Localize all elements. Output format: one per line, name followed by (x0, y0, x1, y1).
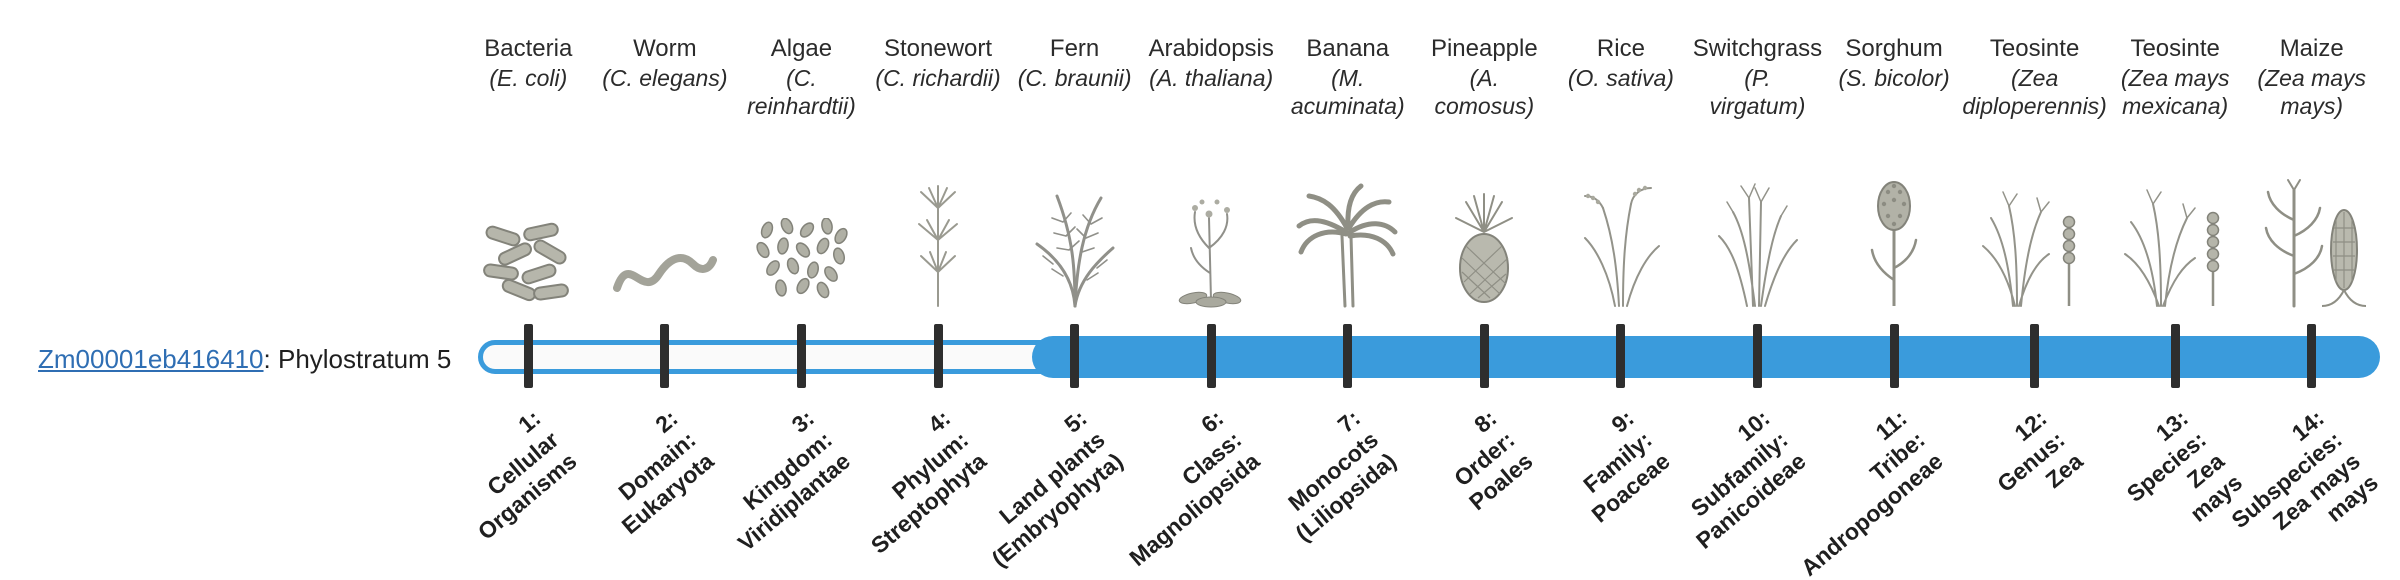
organism-scientific-name: (Zea mays mays) (2257, 65, 2367, 119)
organism-header: Algae (C. reinhardtii) (747, 0, 856, 130)
organism-scientific-name: (C. richardii) (875, 65, 1001, 91)
organism-column: Worm (C. elegans) 2: Domain: Eukaryota (597, 0, 734, 580)
switchgrass-illustration (1709, 130, 1805, 308)
organism-column: Teosinte (Zea diploperennis) 12: Genus: … (1962, 0, 2106, 580)
organism-column: Switchgrass (P. virgatum) 10: Subfamily:… (1686, 0, 1826, 580)
rice-illustration (1573, 130, 1669, 308)
timeline-tick (796, 324, 806, 388)
organism-scientific-name: (Zea diploperennis) (1962, 65, 2107, 119)
timeline-tick (2307, 324, 2317, 388)
organism-name: Teosinte (2130, 35, 2220, 62)
organism-name: Arabidopsis (1148, 35, 1274, 62)
timeline-bar-filled (1032, 336, 2380, 378)
timeline-tick (1616, 324, 1626, 388)
organism-header: Banana (M. acuminata) (1291, 0, 1405, 130)
organism-name: Stonewort (883, 35, 993, 62)
timeline-tick (1752, 324, 1762, 388)
timeline-tick (523, 324, 533, 388)
organism-header: Rice (O. sativa) (1568, 0, 1674, 130)
maize-illustration (2256, 130, 2368, 308)
organism-scientific-name: (E. coli) (489, 65, 568, 91)
organism-header: Bacteria (E. coli) (484, 0, 572, 130)
organism-column: Sorghum (S. bicolor) 11: Tribe: Andropog… (1796, 0, 1963, 580)
organism-name: Rice (1596, 35, 1645, 62)
timeline-tick (1343, 324, 1353, 388)
gene-id-link[interactable]: Zm00001eb416410 (38, 344, 264, 374)
phylostratum-label: 1: Cellular Organisms (472, 404, 582, 545)
gene-phylostratum-text: : Phylostratum 5 (263, 344, 452, 374)
organism-header: Teosinte (Zea diploperennis) (1962, 0, 2106, 130)
organism-scientific-name: (A. comosus) (1434, 65, 1535, 119)
organism-column: Pineapple (A. comosus) 8: Order: Poales (1416, 0, 1553, 580)
teosinte-diploperennis-illustration (1979, 130, 2091, 308)
organism-column: Fern (C. braunii) 5: Land plants (E (987, 0, 1143, 580)
banana-illustration (1295, 130, 1401, 308)
arabidopsis-illustration (1169, 130, 1254, 308)
organism-column: Maize (Zea mays mays) (2227, 0, 2384, 580)
timeline-tick (1206, 324, 1216, 388)
organism-column: Teosinte (Zea mays mexicana) 13: Species… (2107, 0, 2247, 580)
organism-header: Maize (Zea mays mays) (2257, 0, 2366, 130)
organism-scientific-name: (S. bicolor) (1838, 65, 1950, 91)
fern-illustration (1027, 130, 1123, 308)
organism-header: Fern (C. braunii) (1018, 0, 1132, 130)
organism-name: Switchgrass (1692, 35, 1823, 62)
organism-column: Banana (M. acuminata) 7: Monocots (Lilio… (1279, 0, 1416, 580)
organism-scientific-name: (C. reinhardtii) (747, 65, 856, 119)
organism-scientific-name: (C. elegans) (602, 65, 728, 91)
organism-scientific-name: (A. thaliana) (1149, 65, 1274, 91)
algae-illustration (751, 130, 851, 308)
phylostratum-label: 8: Order: Poales (1449, 404, 1538, 516)
organism-name: Teosinte (1989, 35, 2080, 62)
timeline-tick (933, 324, 943, 388)
phylostratum-label: 2: Domain: Eukaryota (613, 404, 719, 540)
organism-scientific-name: (O. sativa) (1567, 65, 1674, 91)
organism-name: Algae (770, 35, 833, 62)
organism-header: Pineapple (A. comosus) (1431, 0, 1538, 130)
timeline-tick (660, 324, 670, 388)
organism-name: Worm (633, 35, 697, 62)
organism-columns: Bacteria (E. coli) 1: Cellular Organisms (460, 0, 2384, 580)
organism-name: Sorghum (1845, 35, 1943, 62)
organism-header: Sorghum (S. bicolor) (1838, 0, 1949, 130)
timeline-tick (2030, 324, 2040, 388)
organism-scientific-name: (M. acuminata) (1290, 65, 1405, 119)
organism-name: Bacteria (484, 35, 573, 62)
organism-column: Bacteria (E. coli) 1: Cellular Organisms (460, 0, 597, 580)
worm-illustration (609, 130, 721, 308)
organism-header: Stonewort (C. richardii) (875, 0, 1000, 130)
organism-name: Maize (2279, 35, 2344, 62)
phylostratum-label: 9: Family: Poaceae (1577, 404, 1675, 528)
organism-scientific-name: (P. virgatum) (1709, 65, 1806, 119)
phylostratum-label: 12: Genus: Zea (1992, 404, 2089, 498)
organism-column: Rice (O. sativa) (1553, 0, 1690, 580)
organism-column: Stonewort (C. richardii) 4: Phylum: Stre… (866, 0, 1007, 580)
timeline-tick (2170, 324, 2180, 388)
organism-header: Teosinte (Zea mays mexicana) (2121, 0, 2230, 130)
timeline-tick (1479, 324, 1489, 388)
organism-column: Algae (C. reinhardtii) 3: Kingdom: Virid… (733, 0, 870, 580)
sorghum-illustration (1854, 130, 1934, 308)
gene-label: Zm00001eb416410: Phylostratum 5 (38, 344, 451, 374)
organism-header: Worm (C. elegans) (602, 0, 727, 130)
teosinte-mexicana-illustration (2119, 130, 2231, 308)
organism-column: Arabidopsis (A. thaliana) (1125, 0, 1280, 580)
timeline-tick (1070, 324, 1080, 388)
organism-name: Fern (1049, 35, 1100, 62)
organism-header: Arabidopsis (A. thaliana) (1148, 0, 1273, 130)
organism-scientific-name: (C. braunii) (1017, 65, 1132, 91)
organism-header: Switchgrass (P. virgatum) (1693, 0, 1822, 130)
organism-scientific-name: (Zea mays mexicana) (2120, 65, 2230, 119)
pineapple-illustration (1446, 130, 1522, 308)
bacteria-illustration (478, 130, 578, 308)
stonewort-illustration (903, 130, 973, 308)
organism-name: Banana (1306, 35, 1390, 62)
timeline-tick (1889, 324, 1899, 388)
organism-name: Pineapple (1430, 35, 1538, 62)
